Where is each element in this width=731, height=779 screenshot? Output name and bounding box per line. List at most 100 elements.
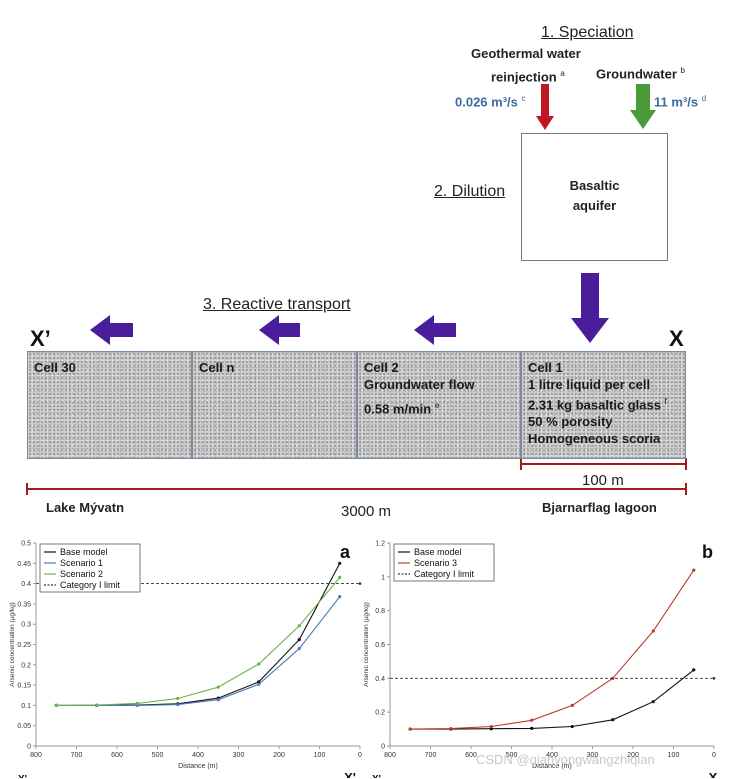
cell-span-label: 100 m: [582, 472, 624, 489]
y-tick-label: 0.4: [375, 676, 385, 683]
groundwater-rate: 11 m³/s d: [654, 94, 707, 110]
y-tick-label: 0.2: [375, 710, 385, 717]
data-point: [692, 668, 696, 672]
legend-entry: Base model: [414, 547, 462, 557]
flow-arrow-left-1: [90, 315, 133, 345]
chart-a: 0 0.05 0.1 0.15 0.2 0.25 0.3 0.35 0.4 0.45 0.5 800 7…: [8, 541, 362, 779]
panel-label: b: [702, 542, 713, 562]
legend-box: [39, 543, 141, 593]
data-point: [358, 582, 362, 585]
y-tick-label: 0.45: [17, 561, 31, 568]
data-point: [297, 646, 301, 651]
chart-b: 0 0.2 0.4 0.6 0.8 1 1.2 800 700 600 500 400 300 200 10…: [364, 541, 718, 779]
data-point: [176, 702, 180, 707]
data-point: [257, 682, 261, 686]
y-tick-label: 0.2: [21, 662, 31, 669]
x-tick-label: 100: [314, 752, 326, 759]
diagram-arrows: [26, 84, 687, 495]
y-tick-label: 0.1: [21, 703, 31, 710]
data-point: [216, 698, 220, 702]
step-dilution: 2. Dilution: [434, 183, 506, 200]
legend-entry: Scenario 1: [60, 558, 103, 568]
data-point: [530, 726, 534, 731]
x-tick-label: 200: [627, 752, 639, 759]
x-axis-label: Distance (m): [532, 763, 572, 770]
geothermal-rate: 0.026 m³/s c: [455, 94, 526, 110]
cell-1: Cell 1 1 litre liquid per cell 2.31 kg b…: [521, 351, 686, 459]
y-tick-label: 0.25: [17, 642, 31, 649]
data-point: [692, 568, 696, 572]
data-point: [95, 703, 99, 707]
geothermal-label-line2: reinjection a: [491, 69, 565, 85]
data-point: [297, 624, 301, 628]
x-tick-label: 400: [192, 752, 204, 759]
y-tick-label: 1.2: [375, 541, 385, 548]
legend-entry: Scenario 2: [60, 569, 103, 579]
panel-label: a: [340, 542, 351, 562]
axis-end-right: X': [344, 770, 356, 778]
x-tick-label: 700: [425, 752, 437, 759]
data-point: [176, 696, 180, 701]
y-tick-label: 0.8: [375, 608, 385, 615]
series-line: [56, 577, 341, 706]
y-tick-label: 0: [381, 744, 385, 751]
y-tick-label: 0.4: [21, 581, 31, 588]
y-tick-label: 0.05: [17, 723, 31, 730]
y-tick-label: 0.15: [17, 683, 31, 690]
aquifer-line1: Basaltic: [569, 178, 620, 193]
data-point: [257, 680, 261, 684]
geothermal-label-line1: Geothermal water: [471, 46, 581, 61]
data-point: [216, 685, 220, 689]
data-point: [530, 718, 534, 722]
axis-end-left: ←X': [364, 774, 381, 778]
x-tick-label: 800: [384, 752, 396, 759]
groundwater-arrow: [630, 84, 656, 129]
aquifer-line2: aquifer: [572, 198, 617, 213]
axis-end-right: X: [709, 770, 718, 778]
step-speciation: 1. Speciation: [541, 24, 634, 41]
data-point: [408, 727, 412, 731]
geothermal-arrow: [536, 84, 554, 130]
data-point: [338, 594, 342, 599]
data-point: [611, 718, 615, 722]
flow-arrow-left-3: [414, 315, 456, 345]
axis-end-left: ←X': [8, 774, 27, 778]
data-point: [489, 727, 493, 731]
data-point: [570, 703, 574, 707]
x-tick-label: 500: [152, 752, 164, 759]
y-tick-label: 0.6: [375, 642, 385, 649]
cell-30: Cell 30: [27, 351, 192, 459]
series-line: [410, 569, 695, 730]
x-axis-label: Distance (m): [178, 763, 218, 770]
x-tick-label: 100: [668, 752, 680, 759]
flow-arrow-left-2: [259, 315, 300, 345]
data-point: [449, 726, 453, 731]
data-point: [297, 638, 301, 642]
end-label-left: X’: [30, 326, 51, 351]
y-axis-label: Arsenic concentration (µg/kg): [364, 602, 370, 687]
data-point: [257, 662, 261, 666]
x-tick-label: 500: [506, 752, 518, 759]
flow-arrow-down: [571, 273, 609, 343]
x-tick-label: 300: [587, 752, 599, 759]
legend-entry: Category I limit: [60, 580, 121, 590]
x-tick-label: 0: [358, 752, 362, 759]
x-tick-label: 300: [233, 752, 245, 759]
legend-entry: Category I limit: [414, 569, 475, 579]
data-point: [54, 703, 58, 707]
y-tick-label: 0.5: [21, 541, 31, 548]
data-point: [338, 561, 342, 565]
y-axis-label: Arsenic concentration (µg/kg): [9, 602, 16, 687]
place-bjarnarflag: Bjarnarflag lagoon: [542, 500, 657, 515]
total-span-label: 3000 m: [341, 503, 392, 520]
groundwater-label: Groundwater b: [596, 66, 685, 82]
step-reactive-transport: 3. Reactive transport: [203, 296, 351, 313]
data-point: [712, 677, 716, 680]
cell-2: Cell 2 Groundwater flow 0.58 m/min e: [357, 351, 521, 459]
x-tick-label: 400: [546, 752, 558, 759]
y-tick-label: 0.3: [21, 622, 31, 629]
x-tick-label: 200: [273, 752, 285, 759]
y-tick-label: 1: [381, 574, 385, 581]
basaltic-aquifer-box: Basaltic aquifer: [521, 133, 668, 261]
y-tick-label: 0: [27, 744, 31, 751]
